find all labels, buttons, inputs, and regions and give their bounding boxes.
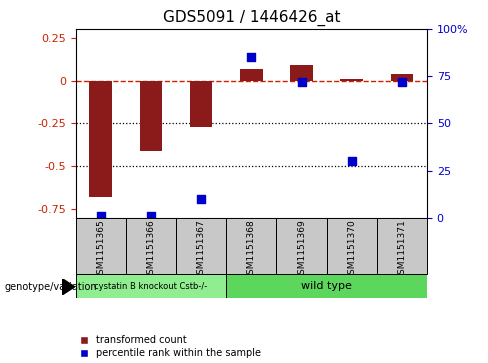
Bar	[76, 274, 226, 298]
Bar	[176, 218, 226, 274]
Text: GSM1151370: GSM1151370	[347, 220, 356, 280]
Bar	[290, 65, 313, 81]
Point	[97, 213, 104, 219]
Point	[298, 79, 305, 85]
Point	[197, 196, 205, 202]
Text: GSM1151366: GSM1151366	[146, 220, 156, 280]
Point	[348, 158, 356, 164]
Bar	[126, 218, 176, 274]
Text: wild type: wild type	[301, 281, 352, 291]
Bar	[226, 274, 427, 298]
Bar	[89, 81, 112, 197]
Bar	[190, 81, 212, 127]
Bar	[377, 218, 427, 274]
Bar	[140, 81, 162, 151]
Bar	[390, 74, 413, 81]
Title: GDS5091 / 1446426_at: GDS5091 / 1446426_at	[163, 10, 340, 26]
Bar	[240, 69, 263, 81]
Bar	[341, 79, 363, 81]
Text: cystatin B knockout Cstb-/-: cystatin B knockout Cstb-/-	[94, 282, 207, 290]
Bar	[226, 218, 276, 274]
Point	[147, 213, 155, 219]
Legend: transformed count, percentile rank within the sample: transformed count, percentile rank withi…	[81, 335, 261, 358]
Text: GSM1151367: GSM1151367	[197, 220, 205, 280]
Text: genotype/variation: genotype/variation	[5, 282, 98, 292]
Bar	[276, 218, 326, 274]
Bar	[326, 218, 377, 274]
Text: GSM1151369: GSM1151369	[297, 220, 306, 280]
Text: GSM1151371: GSM1151371	[397, 220, 407, 280]
Polygon shape	[62, 279, 75, 295]
Bar	[76, 218, 126, 274]
Point	[247, 54, 255, 60]
Text: GSM1151368: GSM1151368	[247, 220, 256, 280]
Point	[398, 79, 406, 85]
Text: GSM1151365: GSM1151365	[96, 220, 105, 280]
